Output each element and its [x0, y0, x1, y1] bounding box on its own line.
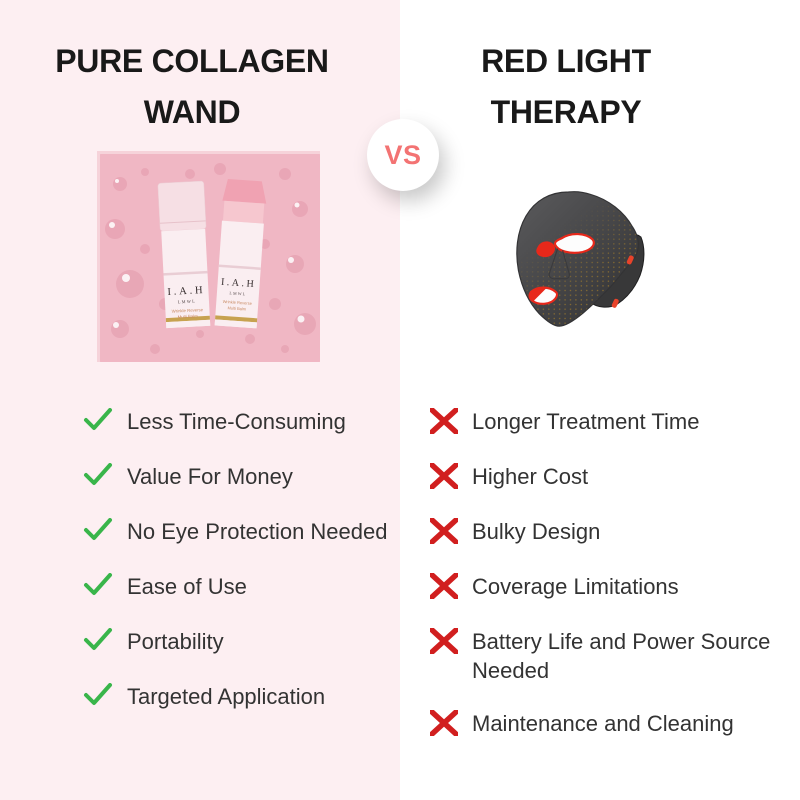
svg-text:I.A.H: I.A.H: [167, 285, 205, 298]
svg-text:LMWL: LMWL: [178, 298, 197, 304]
svg-text:Multi Balm: Multi Balm: [178, 313, 199, 319]
